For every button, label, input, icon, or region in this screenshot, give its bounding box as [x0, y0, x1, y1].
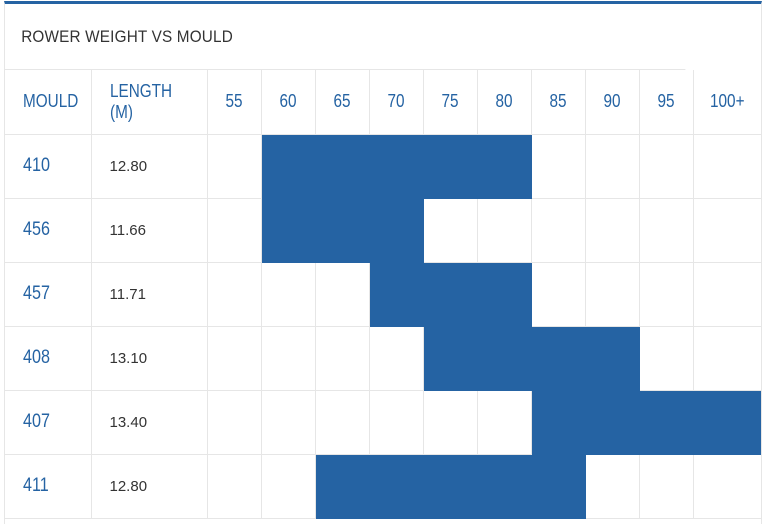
length-cell: 13.10 [90, 325, 208, 391]
weight-cell [692, 453, 761, 519]
length-cell: 12.80 [90, 453, 208, 519]
mould-cell: 457 [5, 261, 92, 327]
weight-range-bar-cell [476, 133, 532, 199]
weight-mould-table: MOULD LENGTH (M) 55 60 65 70 75 80 85 90 95 100+ … [5, 70, 761, 519]
weight-header: 85 [530, 70, 586, 135]
weight-cell [206, 389, 262, 455]
weight-header: 70 [368, 70, 424, 135]
weight-range-bar-cell [314, 133, 370, 199]
weight-cell [368, 325, 424, 391]
length-cell: 11.71 [90, 261, 208, 327]
weight-cell [530, 133, 586, 199]
weight-cell [584, 453, 640, 519]
mould-cell: 456 [5, 197, 92, 263]
weight-range-bar-cell [314, 453, 370, 519]
length-cell: 11.66 [90, 197, 208, 263]
mould-cell: 408 [5, 325, 92, 391]
weight-range-bar-cell [530, 389, 586, 455]
weight-range-bar-cell [368, 261, 424, 327]
col-header-length: LENGTH (M) [90, 70, 208, 135]
table-row: 411 12.80 [5, 453, 761, 519]
col-header-mould: MOULD [5, 70, 92, 135]
weight-range-bar-cell [422, 133, 478, 199]
weight-range-bar-cell [476, 453, 532, 519]
weight-cell [638, 197, 694, 263]
table-row: 408 13.10 [5, 325, 761, 391]
weight-cell [692, 261, 761, 327]
weight-header: 60 [260, 70, 316, 135]
weight-cell [206, 133, 262, 199]
weight-cell [476, 389, 532, 455]
weight-cell [692, 197, 761, 263]
weight-header: 65 [314, 70, 370, 135]
table-row: 457 11.71 [5, 261, 761, 327]
weight-cell [638, 325, 694, 391]
weight-cell [638, 453, 694, 519]
weight-range-bar-cell [422, 261, 478, 327]
weight-cell [692, 325, 761, 391]
weight-cell [584, 197, 640, 263]
weight-cell [314, 325, 370, 391]
weight-cell [368, 389, 424, 455]
weight-cell [314, 389, 370, 455]
length-cell: 12.80 [90, 133, 208, 199]
weight-cell [422, 197, 478, 263]
weight-range-bar-cell [422, 453, 478, 519]
chart-table-container: ROWER WEIGHT VS MOULD MOULD LENGTH (M) 5… [4, 1, 762, 524]
weight-cell [206, 197, 262, 263]
weight-range-bar-cell [530, 325, 586, 391]
weight-cell [584, 133, 640, 199]
weight-range-bar-cell [476, 261, 532, 327]
mould-cell: 407 [5, 389, 92, 455]
weight-cell [260, 325, 316, 391]
weight-range-bar-cell [368, 197, 424, 263]
weight-range-bar-cell [422, 325, 478, 391]
weight-range-bar-cell [584, 389, 640, 455]
weight-header: 95 [638, 70, 694, 135]
header-row: MOULD LENGTH (M) 55 60 65 70 75 80 85 90 95 100+ [5, 70, 761, 135]
table-row: 407 13.40 [5, 389, 761, 455]
weight-range-bar-cell [368, 133, 424, 199]
weight-cell [260, 453, 316, 519]
weight-cell [530, 197, 586, 263]
weight-cell [206, 325, 262, 391]
weight-header: 100+ [692, 70, 761, 135]
weight-header: 80 [476, 70, 532, 135]
weight-cell [692, 133, 761, 199]
weight-cell [476, 197, 532, 263]
weight-range-bar-cell [584, 325, 640, 391]
weight-range-bar-cell [530, 453, 586, 519]
weight-cell [422, 389, 478, 455]
weight-cell [314, 261, 370, 327]
weight-header: 55 [206, 70, 262, 135]
weight-cell [206, 261, 262, 327]
weight-range-bar-cell [314, 197, 370, 263]
chart-title: ROWER WEIGHT VS MOULD [5, 4, 686, 70]
weight-cell [530, 261, 586, 327]
weight-range-bar-cell [368, 453, 424, 519]
length-cell: 13.40 [90, 389, 208, 455]
weight-range-bar-cell [692, 389, 761, 455]
weight-header: 75 [422, 70, 478, 135]
weight-range-bar-cell [638, 389, 694, 455]
weight-cell [584, 261, 640, 327]
table-row: 456 11.66 [5, 197, 761, 263]
weight-cell [638, 261, 694, 327]
weight-cell [260, 389, 316, 455]
table-row: 410 12.80 [5, 133, 761, 199]
weight-cell [206, 453, 262, 519]
weight-range-bar-cell [260, 133, 316, 199]
mould-cell: 410 [5, 133, 92, 199]
weight-cell [638, 133, 694, 199]
weight-range-bar-cell [476, 325, 532, 391]
weight-header: 90 [584, 70, 640, 135]
mould-cell: 411 [5, 453, 92, 519]
weight-range-bar-cell [260, 197, 316, 263]
weight-cell [260, 261, 316, 327]
